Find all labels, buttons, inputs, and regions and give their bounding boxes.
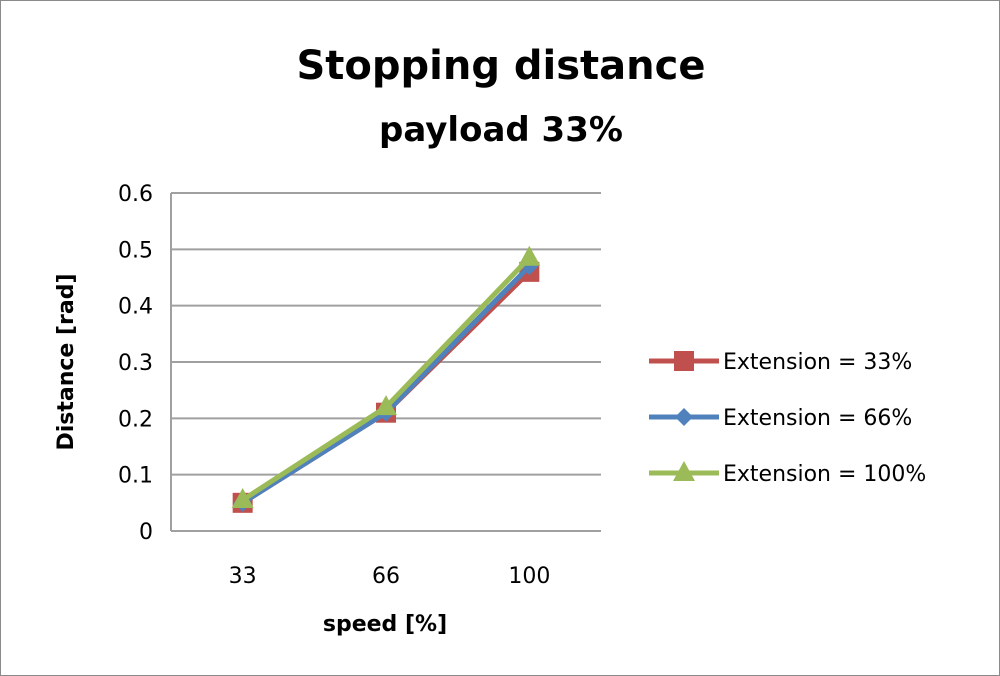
legend-label: Extension = 100% <box>723 462 926 487</box>
legend-label: Extension = 33% <box>723 350 912 375</box>
triangle-marker <box>231 488 254 509</box>
chart-subtitle: payload 33% <box>379 110 623 150</box>
x-tick-label: 33 <box>229 564 257 589</box>
x-tick-label: 66 <box>372 564 400 589</box>
y-tick-label: 0 <box>139 520 153 545</box>
y-axis-label: Distance [rad] <box>54 273 79 450</box>
legend-label: Extension = 66% <box>723 406 912 431</box>
triangle-marker <box>673 461 695 481</box>
diamond-marker <box>675 408 693 426</box>
y-tick-label: 0.2 <box>118 407 153 432</box>
triangle-marker <box>518 245 541 266</box>
y-tick-label: 0.1 <box>118 464 153 489</box>
y-tick-label: 0.5 <box>118 238 153 263</box>
chart-title: Stopping distance <box>296 43 705 89</box>
triangle-marker <box>375 395 397 416</box>
series-line <box>241 256 532 503</box>
x-axis-label: speed [%] <box>323 612 447 637</box>
y-tick-label: 0.3 <box>118 351 153 376</box>
y-tick-label: 0.6 <box>118 182 153 207</box>
square-marker <box>674 351 694 371</box>
y-tick-label: 0.4 <box>118 295 153 320</box>
x-tick-label: 100 <box>508 564 550 589</box>
